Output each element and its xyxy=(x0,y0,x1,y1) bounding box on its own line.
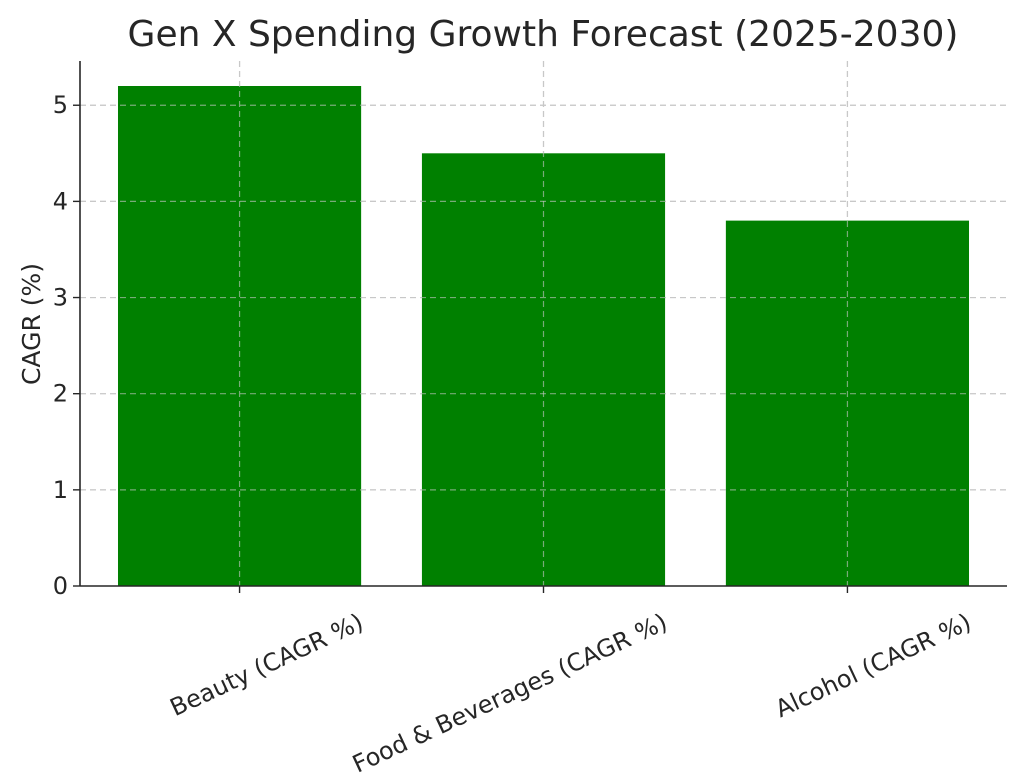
x-axis-ticks: Beauty (CAGR %)Food & Beverages (CAGR %)… xyxy=(166,586,975,777)
y-axis-label: CAGR (%) xyxy=(17,263,46,385)
y-tick-label: 4 xyxy=(53,187,68,215)
y-tick-label: 2 xyxy=(53,380,68,408)
y-tick-label: 1 xyxy=(53,476,68,504)
x-tick-label: Alcohol (CAGR %) xyxy=(771,608,975,723)
grid-overlay xyxy=(80,61,1007,586)
bars xyxy=(80,61,1007,587)
y-axis-ticks: 0 1 2 3 4 5 xyxy=(53,91,80,600)
chart-title: Gen X Spending Growth Forecast (2025-203… xyxy=(128,14,959,55)
y-tick-label: 5 xyxy=(53,91,68,119)
x-tick-label: Beauty (CAGR %) xyxy=(166,608,368,722)
y-tick-label: 3 xyxy=(53,284,68,312)
y-tick-label: 0 xyxy=(53,572,68,600)
x-tick-label: Food & Beverages (CAGR %) xyxy=(348,608,671,777)
